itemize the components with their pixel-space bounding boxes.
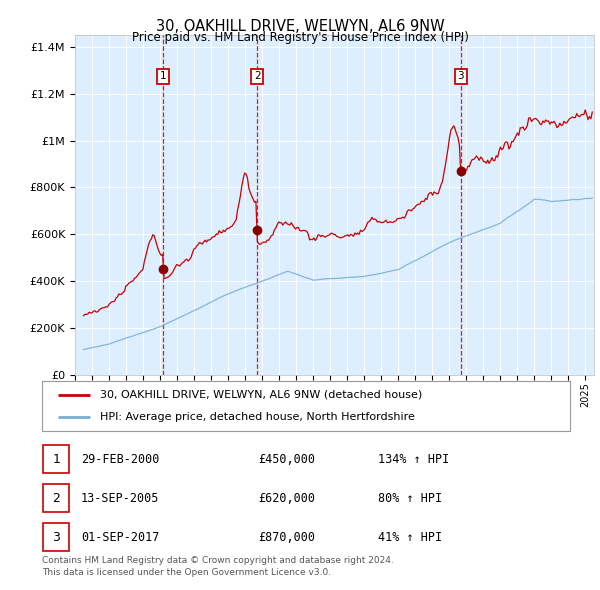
Text: Price paid vs. HM Land Registry's House Price Index (HPI): Price paid vs. HM Land Registry's House … <box>131 31 469 44</box>
Text: 41% ↑ HPI: 41% ↑ HPI <box>378 531 442 544</box>
Text: 2: 2 <box>52 491 61 504</box>
Text: 1: 1 <box>160 71 166 81</box>
Text: £620,000: £620,000 <box>258 492 315 505</box>
Text: 30, OAKHILL DRIVE, WELWYN, AL6 9NW: 30, OAKHILL DRIVE, WELWYN, AL6 9NW <box>155 19 445 34</box>
Text: 1: 1 <box>52 453 61 466</box>
Text: 30, OAKHILL DRIVE, WELWYN, AL6 9NW (detached house): 30, OAKHILL DRIVE, WELWYN, AL6 9NW (deta… <box>100 389 422 399</box>
Text: 3: 3 <box>52 530 61 543</box>
Text: £870,000: £870,000 <box>258 531 315 544</box>
Text: £450,000: £450,000 <box>258 453 315 466</box>
Text: 3: 3 <box>457 71 464 81</box>
Text: HPI: Average price, detached house, North Hertfordshire: HPI: Average price, detached house, Nort… <box>100 412 415 422</box>
Text: 13-SEP-2005: 13-SEP-2005 <box>81 492 160 505</box>
Text: 01-SEP-2017: 01-SEP-2017 <box>81 531 160 544</box>
Text: 29-FEB-2000: 29-FEB-2000 <box>81 453 160 466</box>
Text: 80% ↑ HPI: 80% ↑ HPI <box>378 492 442 505</box>
Text: 134% ↑ HPI: 134% ↑ HPI <box>378 453 449 466</box>
Text: Contains HM Land Registry data © Crown copyright and database right 2024.
This d: Contains HM Land Registry data © Crown c… <box>42 556 394 577</box>
Text: 2: 2 <box>254 71 260 81</box>
